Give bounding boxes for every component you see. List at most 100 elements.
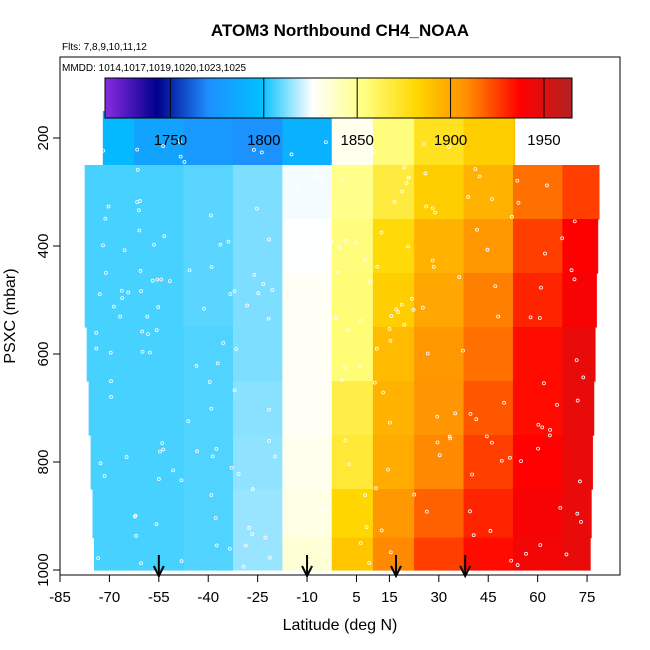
heatmap-cell (372, 219, 415, 274)
sample-point (392, 199, 397, 204)
heatmap-cell (562, 537, 591, 571)
sample-point (179, 478, 184, 483)
heatmap-cell (331, 489, 374, 539)
sample-point (374, 346, 379, 351)
down-arrow-icon (152, 555, 165, 579)
sample-point (581, 375, 586, 380)
sample-point (447, 145, 451, 149)
sample-point (221, 341, 226, 345)
sample-point (545, 183, 549, 188)
x-tick-label: -70 (99, 589, 121, 606)
sample-point (255, 206, 259, 211)
sample-point (139, 561, 143, 566)
heatmap-cell (414, 327, 465, 382)
heatmap-cell (232, 489, 283, 539)
sample-point (103, 270, 108, 275)
sample-point (310, 424, 315, 429)
sample-point (289, 152, 294, 157)
sample-point (195, 449, 199, 454)
sample-point (477, 174, 482, 179)
sample-point (218, 242, 223, 247)
sample-point (101, 243, 105, 248)
sample-point (363, 493, 368, 497)
heatmap-cell (183, 381, 234, 436)
sample-point (484, 434, 489, 439)
y-axis-ticks: 200 400 600 800 1000 (35, 125, 60, 587)
sample-point (267, 237, 271, 242)
sample-point (122, 248, 127, 253)
heatmap-cell (183, 111, 234, 166)
colorbar-tick-label: 1950 (527, 132, 560, 149)
heatmap-cell (134, 381, 185, 436)
sample-point (515, 178, 520, 183)
sample-point (379, 528, 384, 533)
sample-point (241, 564, 246, 569)
sample-point (101, 148, 106, 153)
sample-point (374, 486, 378, 491)
x-tick-label: -10 (296, 589, 318, 606)
sample-point (447, 434, 452, 439)
heatmap-cell (232, 111, 283, 166)
sample-point (297, 234, 301, 238)
sample-point (387, 420, 392, 425)
down-arrow-icon (390, 555, 402, 579)
heatmap-cell (232, 537, 283, 571)
heatmap-cell (512, 489, 563, 539)
sample-point (194, 363, 199, 368)
sample-point (507, 455, 512, 460)
heatmap-cell (512, 537, 563, 571)
sample-point (575, 511, 580, 516)
sample-point (394, 307, 399, 312)
heatmap-cell (512, 111, 516, 166)
heatmap-cell (84, 219, 135, 274)
sample-point (343, 239, 348, 243)
x-tick-label: -85 (49, 589, 71, 606)
dates-label: MMDD: 1014,1017,1019,1020,1023,1025 (62, 63, 246, 74)
heatmap-cell (512, 381, 563, 436)
sample-point (263, 535, 268, 540)
sample-point (543, 251, 547, 256)
sample-point (540, 425, 545, 430)
sample-point (572, 277, 577, 282)
sample-point (425, 351, 430, 356)
sample-point (406, 175, 411, 180)
sample-point (424, 204, 429, 209)
sample-point (475, 227, 479, 232)
heatmap-cell (414, 381, 465, 436)
heatmap-cell (372, 537, 415, 571)
sample-point (402, 165, 407, 170)
sample-point (372, 380, 377, 385)
sample-point (358, 541, 363, 545)
heatmap-cell (562, 489, 592, 539)
heatmap-cell (134, 219, 185, 274)
y-tick-label: 200 (35, 125, 52, 150)
heatmap-cell (183, 219, 234, 274)
sample-point (328, 561, 332, 566)
sample-point (548, 427, 552, 432)
sample-point (322, 374, 327, 379)
sample-point (316, 373, 321, 378)
sample-point (412, 492, 417, 497)
heatmap-cell (134, 273, 185, 328)
heatmap-cell (282, 489, 333, 539)
heatmap-cell (232, 435, 283, 490)
sample-point (499, 458, 504, 463)
sample-point (502, 400, 506, 405)
heatmap-cell (134, 489, 185, 539)
sample-point (333, 315, 338, 320)
heatmap-cell (463, 219, 514, 274)
heatmap-cell (282, 111, 333, 166)
sample-point (400, 189, 405, 194)
sample-point (236, 472, 241, 476)
sample-point (234, 347, 239, 351)
heatmap-cell (372, 273, 415, 328)
sample-point (160, 441, 165, 446)
sample-point (147, 350, 152, 355)
sample-point (96, 556, 101, 560)
sample-point (252, 273, 257, 277)
sample-point (252, 148, 256, 152)
sample-point (371, 149, 376, 153)
sample-point (430, 206, 435, 210)
heatmap-cell (134, 327, 185, 382)
